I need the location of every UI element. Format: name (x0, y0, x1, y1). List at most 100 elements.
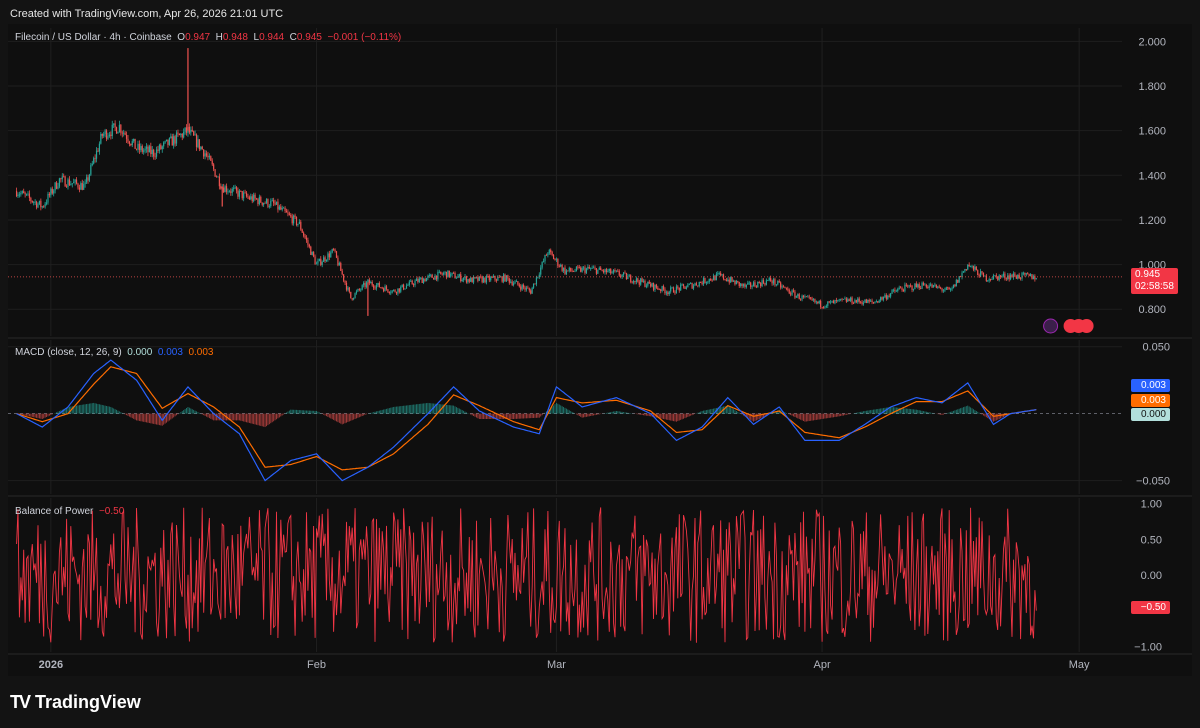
candle-down (285, 208, 288, 213)
candle-body (263, 202, 265, 205)
candle-up (768, 276, 770, 282)
candle-body (681, 284, 683, 286)
time-tick-label: Mar (547, 659, 566, 671)
candle-body (243, 192, 245, 199)
candle-body (114, 123, 116, 128)
candle-up (408, 279, 410, 287)
candle-up (867, 299, 869, 304)
candle-body (568, 267, 570, 271)
candle-down (871, 298, 873, 305)
candle-down (957, 279, 959, 284)
candle-body (400, 286, 402, 292)
candle-body (325, 260, 328, 261)
candle-body (148, 146, 150, 153)
candle-body (478, 276, 480, 281)
candle-body (87, 177, 89, 181)
candle-body (20, 193, 22, 195)
candle-down (340, 261, 342, 271)
time-tick-label: Feb (307, 659, 326, 671)
candle-down (94, 154, 96, 163)
candle-body (655, 284, 658, 288)
candle-up (1002, 271, 1005, 278)
candle-down (501, 275, 503, 283)
candle-up (937, 285, 939, 289)
candle-body (778, 281, 780, 283)
candle-body (153, 149, 155, 157)
candle-up (397, 288, 399, 296)
candle-down (820, 299, 822, 309)
candle-body (904, 284, 906, 292)
candle-down (901, 286, 903, 292)
candle-body (984, 275, 986, 277)
candle-up (791, 289, 793, 297)
candle-body (377, 282, 379, 286)
candle-body (944, 289, 946, 291)
candle-body (214, 169, 216, 177)
candle-down (858, 296, 860, 304)
candle-body (307, 240, 309, 245)
candle-up (404, 288, 406, 290)
macd-line-value: 0.003 (157, 347, 183, 358)
candle-body (795, 296, 797, 298)
symbol-label: Filecoin / US Dollar · 4h · Coinbase (15, 32, 172, 43)
candle-down (551, 250, 553, 257)
candle-body (81, 183, 83, 190)
candle-body (345, 282, 348, 290)
candle-up (502, 273, 505, 284)
candle-down (154, 152, 156, 160)
candle-down (201, 145, 203, 150)
candle-down (445, 271, 448, 280)
candle-down (205, 150, 208, 158)
candle-up (393, 289, 395, 292)
candle-body (253, 194, 255, 202)
candle-up (974, 264, 976, 272)
candle-down (453, 271, 455, 274)
candle-body (695, 283, 697, 286)
candle-body (950, 289, 952, 291)
macd-legend: MACD (close, 12, 26, 9) 0.000 0.003 0.00… (15, 347, 214, 358)
candle-body (555, 258, 558, 260)
candle-body (940, 287, 942, 289)
candle-body (584, 267, 586, 273)
candle-down (261, 202, 263, 207)
candle-body (505, 275, 508, 282)
candle-up (38, 200, 41, 206)
candle-down (861, 299, 863, 306)
candle-body (121, 132, 123, 134)
candle-body (537, 276, 539, 278)
candle-up (838, 298, 840, 302)
candle-body (817, 301, 819, 304)
candle-up (844, 296, 846, 300)
candle-up (461, 278, 463, 282)
candle-body (682, 284, 685, 287)
candle-body (727, 279, 729, 282)
candle-body (937, 286, 939, 288)
candle-body (258, 196, 260, 205)
tradingview-footer[interactable]: TV TradingView (10, 692, 141, 713)
candle-up (807, 295, 809, 298)
candle-down (328, 250, 330, 261)
candle-body (134, 138, 136, 149)
candle-body (917, 284, 919, 288)
candle-body (622, 272, 625, 275)
candle-down (174, 134, 176, 147)
candle-down (241, 191, 243, 201)
candle-up (608, 268, 610, 274)
candle-body (527, 287, 529, 289)
candle-body (645, 285, 648, 287)
candle-body (648, 281, 650, 284)
time-tick-label: May (1069, 659, 1090, 671)
candle-down (413, 283, 415, 288)
candle-up (20, 190, 22, 197)
candle-body (781, 286, 783, 288)
candle-down (710, 278, 712, 281)
candle-body (83, 184, 85, 190)
candle-body (744, 284, 746, 287)
candle-down (454, 271, 456, 279)
candle-body (745, 284, 747, 287)
candle-down (477, 275, 479, 283)
candle-up (425, 277, 428, 282)
candle-body (790, 293, 792, 295)
candle-up (840, 298, 842, 302)
